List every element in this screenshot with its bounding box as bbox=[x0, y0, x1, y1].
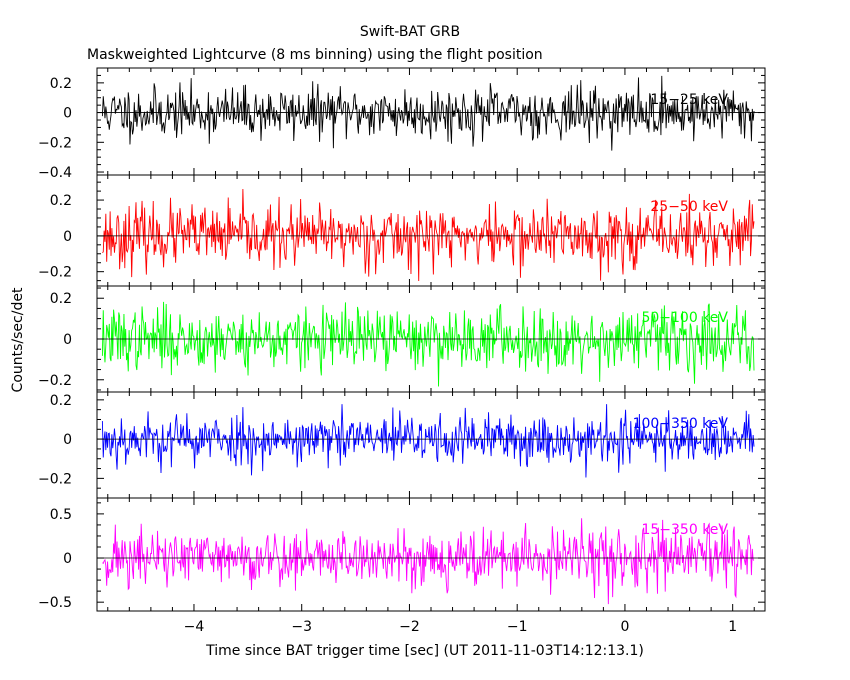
y-tick-label: −0.2 bbox=[38, 373, 72, 389]
chart-title: Swift-BAT GRB bbox=[360, 24, 460, 40]
y-tick-label: −0.4 bbox=[38, 165, 72, 181]
y-tick-label: 0 bbox=[63, 332, 72, 348]
y-tick-label: −0.2 bbox=[38, 135, 72, 151]
x-axis-label: Time since BAT trigger time [sec] (UT 20… bbox=[205, 643, 644, 659]
x-tick-label: −3 bbox=[291, 619, 312, 635]
x-tick-label: −4 bbox=[184, 619, 205, 635]
y-tick-label: −0.2 bbox=[38, 265, 72, 281]
band-label: 25−50 keV bbox=[650, 199, 728, 215]
panel-3: 0.2 0 −0.2 50−100 keV bbox=[38, 285, 766, 393]
x-tick-label: −2 bbox=[399, 619, 420, 635]
y-tick-label: 0 bbox=[63, 551, 72, 567]
x-tick-label: −1 bbox=[507, 619, 528, 635]
y-tick-label: −0.5 bbox=[38, 595, 72, 611]
y-tick-label: 0 bbox=[63, 229, 72, 245]
band-label: 15−25 keV bbox=[650, 92, 728, 108]
y-tick-label: 0.2 bbox=[50, 193, 72, 209]
y-tick-label: 0.2 bbox=[50, 76, 72, 92]
y-tick-label: 0 bbox=[63, 106, 72, 122]
chart-subtitle: Maskweighted Lightcurve (8 ms binning) u… bbox=[87, 47, 543, 63]
y-tick-label: 0.2 bbox=[50, 291, 72, 307]
x-tick-label: 0 bbox=[620, 619, 629, 635]
panel-5: 0.5 0 −0.5 15−350 keV −4 −3 −2 −1 0 1 bbox=[38, 497, 766, 635]
band-label: 15−350 keV bbox=[641, 522, 728, 538]
lightcurve-series-3 bbox=[101, 301, 755, 387]
panel-2: 0.2 0 −0.2 25−50 keV bbox=[38, 174, 766, 287]
y-tick-label: −0.2 bbox=[38, 471, 72, 487]
band-label: 50−100 keV bbox=[641, 310, 728, 326]
y-tick-label: 0 bbox=[63, 432, 72, 448]
y-tick-label: 0.5 bbox=[50, 507, 72, 523]
lightcurve-series-5 bbox=[102, 518, 755, 605]
panel-4: 0.2 0 −0.2 100−350 keV bbox=[38, 391, 766, 499]
lightcurve-series-1 bbox=[101, 75, 755, 151]
band-label: 100−350 keV bbox=[633, 416, 729, 432]
lightcurve-series-2 bbox=[102, 189, 755, 281]
y-tick-label: 0.2 bbox=[50, 393, 72, 409]
lightcurve-series-4 bbox=[101, 404, 755, 478]
x-tick-label: 1 bbox=[728, 619, 737, 635]
y-axis-label: Counts/sec/det bbox=[10, 287, 26, 392]
panel-1: 0.2 0 −0.2 −0.4 15−25 keV bbox=[38, 67, 766, 181]
